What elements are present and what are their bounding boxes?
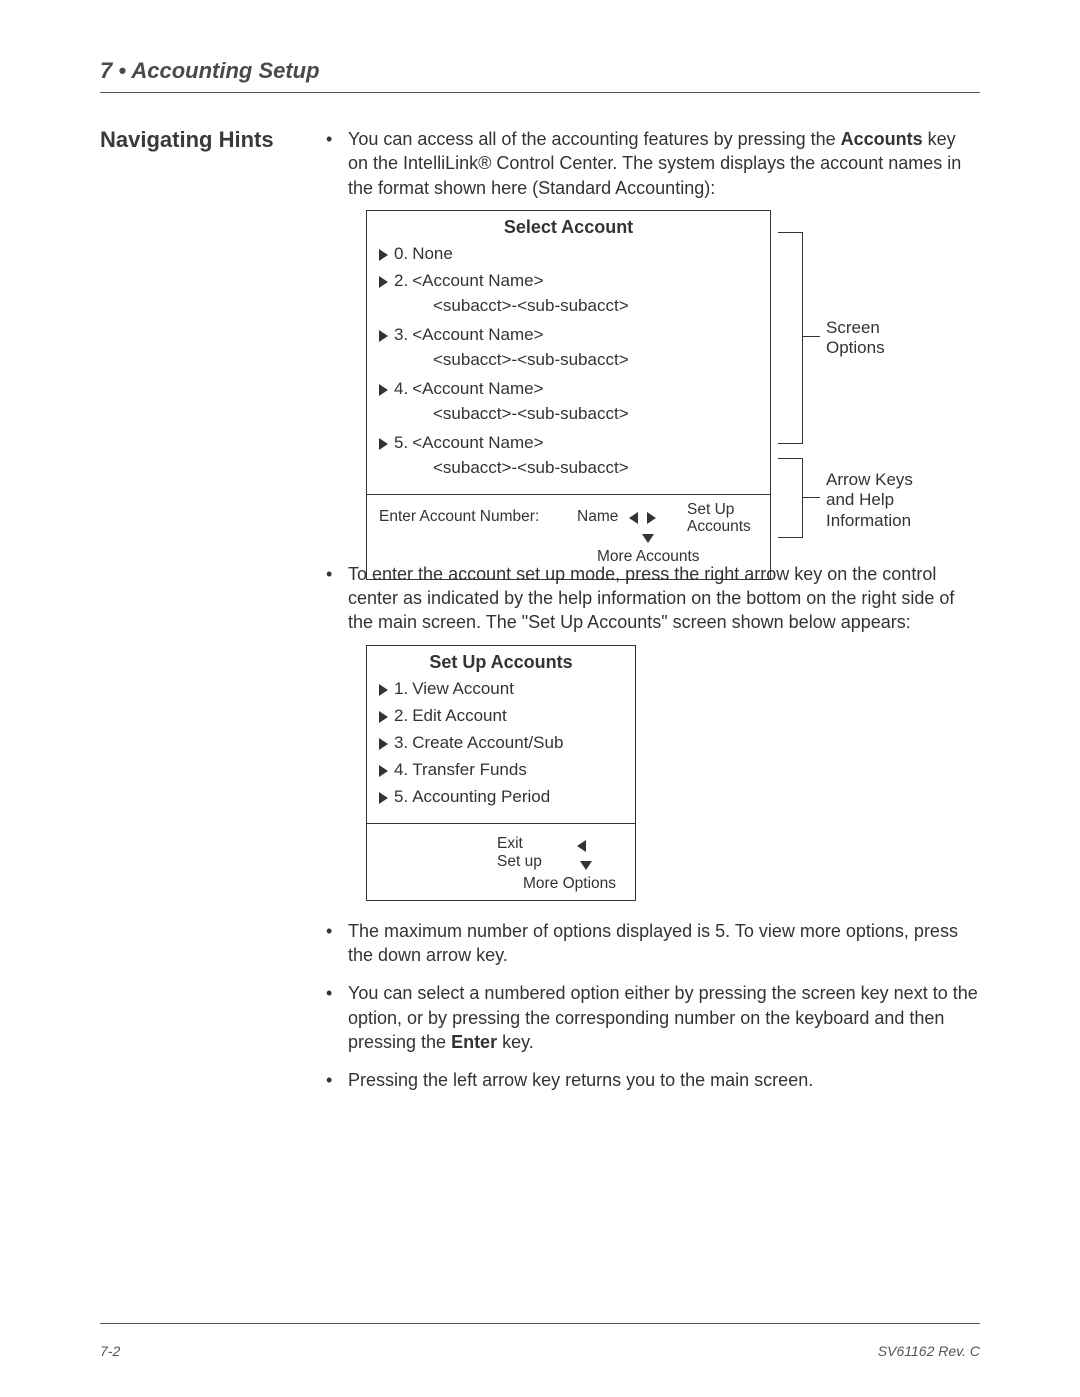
left-arrow-icon <box>577 836 586 857</box>
list-item: 3.<Account Name> <box>379 324 760 347</box>
list-item: 4.Transfer Funds <box>379 759 625 782</box>
label2b: and Help <box>826 490 894 509</box>
chevron-right-icon <box>379 276 388 288</box>
list-item: 5.Accounting Period <box>379 786 625 809</box>
list-item: 5.<Account Name> <box>379 432 760 455</box>
doc-id: SV61162 Rev. C <box>878 1343 980 1359</box>
para1-a: You can access all of the accounting fea… <box>348 129 841 149</box>
item-text: None <box>412 243 760 266</box>
item-num: 3. <box>394 732 408 755</box>
footer-rule <box>100 1323 980 1324</box>
hint-item: To enter the account set up mode, press … <box>320 562 980 901</box>
list-item: 4.<Account Name> <box>379 378 760 401</box>
para4-bold: Enter <box>451 1032 497 1052</box>
hint-item: The maximum number of options displayed … <box>320 919 980 968</box>
item-num: 5. <box>394 786 408 809</box>
para1-bold: Accounts <box>841 129 923 149</box>
label2c: Information <box>826 511 911 530</box>
setup-a: Set Up <box>687 501 734 518</box>
label1a: Screen <box>826 318 880 337</box>
item-num: 0. <box>394 243 408 266</box>
item-text: <Account Name> <box>412 270 760 293</box>
header-rule <box>100 92 980 93</box>
hint-item: You can access all of the accounting fea… <box>320 127 980 540</box>
chevron-right-icon <box>379 384 388 396</box>
setup-accounts-label: Set UpAccounts <box>687 501 751 535</box>
chevron-right-icon <box>379 792 388 804</box>
item-text: Accounting Period <box>412 786 625 809</box>
para2: To enter the account set up mode, press … <box>348 564 954 633</box>
item-num: 5. <box>394 432 408 455</box>
item-num: 2. <box>394 270 408 293</box>
enter-account-label: Enter Account Number: <box>379 507 539 528</box>
label2a: Arrow Keys <box>826 470 913 489</box>
item-sub: <subacct>-<sub-subacct> <box>379 349 760 372</box>
list-item: 1.View Account <box>379 678 625 701</box>
setup-b: Accounts <box>687 518 751 535</box>
item-num: 3. <box>394 324 408 347</box>
para4-b: key. <box>497 1032 534 1052</box>
item-num: 4. <box>394 759 408 782</box>
bracket-stem <box>802 336 820 337</box>
item-num: 2. <box>394 705 408 728</box>
list-item: 2.<Account Name> <box>379 270 760 293</box>
item-sub: <subacct>-<sub-subacct> <box>379 403 760 426</box>
left-right-arrows-icon <box>629 508 656 529</box>
item-text: View Account <box>412 678 625 701</box>
chevron-right-icon <box>379 249 388 261</box>
help-area: Exit Set up More Options <box>367 830 635 900</box>
item-text: Create Account/Sub <box>412 732 625 755</box>
setup-accounts-diagram: Set Up Accounts 1.View Account 2.Edit Ac… <box>348 645 980 901</box>
select-account-diagram: Select Account 0.None 2.<Account Name> <… <box>348 210 980 540</box>
chevron-right-icon <box>379 765 388 777</box>
bracket-icon <box>778 458 803 538</box>
chevron-right-icon <box>379 738 388 750</box>
para4-a: You can select a numbered option either … <box>348 983 978 1052</box>
screen-divider <box>367 494 770 495</box>
bracket-icon <box>778 232 803 444</box>
screen-box: Select Account 0.None 2.<Account Name> <… <box>366 210 771 580</box>
setup-label: Set up <box>497 852 542 873</box>
item-sub: <subacct>-<sub-subacct> <box>379 457 760 480</box>
chevron-right-icon <box>379 711 388 723</box>
para5: Pressing the left arrow key returns you … <box>348 1070 813 1090</box>
screen-title: Select Account <box>367 211 770 241</box>
list-item: 0.None <box>379 243 760 266</box>
page-number: 7-2 <box>100 1343 120 1359</box>
bracket-stem <box>802 497 820 498</box>
item-text: Edit Account <box>412 705 625 728</box>
item-text: Transfer Funds <box>412 759 625 782</box>
chevron-right-icon <box>379 684 388 696</box>
hint-item: Pressing the left arrow key returns you … <box>320 1068 980 1092</box>
screen-divider <box>367 823 635 824</box>
chapter-title: 7 • Accounting Setup <box>100 58 980 84</box>
hint-item: You can select a numbered option either … <box>320 981 980 1054</box>
item-num: 1. <box>394 678 408 701</box>
item-text: <Account Name> <box>412 432 760 455</box>
item-num: 4. <box>394 378 408 401</box>
item-sub: <subacct>-<sub-subacct> <box>379 295 760 318</box>
screen-items: 1.View Account 2.Edit Account 3.Create A… <box>367 676 635 821</box>
list-item: 3.Create Account/Sub <box>379 732 625 755</box>
list-item: 2.Edit Account <box>379 705 625 728</box>
more-options-label: More Options <box>523 874 616 895</box>
section-heading: Navigating Hints <box>100 127 320 153</box>
screen-box: Set Up Accounts 1.View Account 2.Edit Ac… <box>366 645 636 901</box>
para3: The maximum number of options displayed … <box>348 921 958 965</box>
item-text: <Account Name> <box>412 324 760 347</box>
chevron-right-icon <box>379 438 388 450</box>
bracket-label: Arrow Keysand Help Information <box>826 470 913 531</box>
screen-items: 0.None 2.<Account Name> <subacct>-<sub-s… <box>367 241 770 491</box>
chevron-right-icon <box>379 330 388 342</box>
item-text: <Account Name> <box>412 378 760 401</box>
screen-title: Set Up Accounts <box>367 646 635 676</box>
name-label: Name <box>577 507 618 528</box>
label1b: Options <box>826 338 885 357</box>
bracket-label: ScreenOptions <box>826 318 885 359</box>
